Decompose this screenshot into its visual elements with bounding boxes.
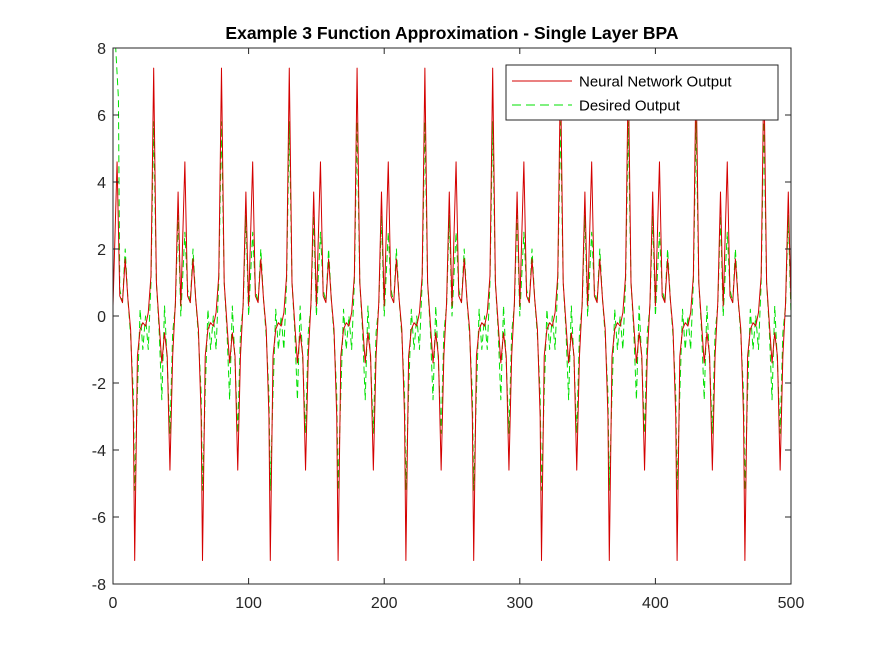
y-tick-label: 8 (97, 41, 106, 58)
ticks-layer: 0 100 200 300 400 500 -8 -6 -4 -2 0 2 4 6 8 (92, 41, 805, 612)
x-tick-label: 100 (235, 595, 262, 612)
x-tick-label: 300 (506, 595, 533, 612)
plot-area: 0 100 200 300 400 500 -8 -6 -4 -2 0 2 4 6 8 (92, 41, 805, 612)
x-tick-label: 400 (642, 595, 669, 612)
x-tick-label: 0 (109, 595, 118, 612)
y-tick-label: -2 (92, 376, 106, 393)
x-tick-label: 500 (778, 595, 805, 612)
y-tick-label: -8 (92, 577, 106, 594)
series-layer (113, 48, 791, 562)
y-tick-label: -4 (92, 443, 106, 460)
legend-label-neural-network-output: Neural Network Output (579, 74, 732, 91)
legend-box (505, 64, 779, 121)
y-tick-label: 4 (97, 175, 106, 192)
chart-title: Example 3 Function Approximation - Singl… (225, 23, 678, 43)
series-line-neural-network-output (113, 67, 791, 562)
y-tick-label: 0 (97, 309, 106, 326)
legend-label-desired-output: Desired Output (579, 98, 681, 115)
y-tick-label: 2 (97, 242, 106, 259)
legend: Neural Network Output Desired Output (505, 64, 779, 121)
x-tick-label: 200 (371, 595, 398, 612)
y-tick-label: -6 (92, 510, 106, 527)
y-tick-label: 6 (97, 108, 106, 125)
